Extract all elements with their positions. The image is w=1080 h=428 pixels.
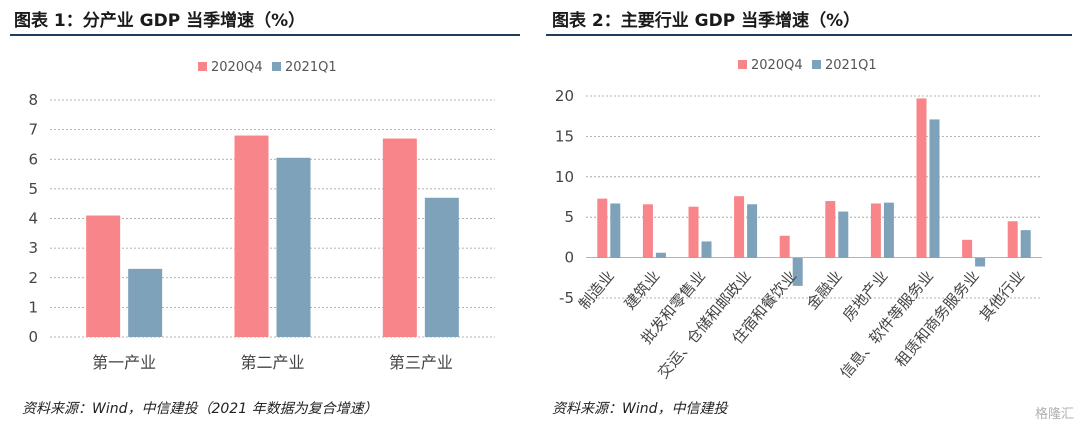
y-tick-label-1-8: 8 [28,91,38,109]
category-label-1-0: 第一产业 [92,353,156,372]
legend-label-1-1: 2021Q1 [285,60,337,75]
legend-label-1-0: 2020Q4 [211,60,263,75]
bar-1-0-0 [86,215,121,337]
legend-label-2-1: 2021Q1 [825,58,877,73]
legend-swatch-1-1 [272,62,281,71]
source-note-2: 资料来源：Wind，中信建投 [552,401,728,417]
y-tick-label-2-2: 5 [564,208,574,226]
source-note-1: 资料来源：Wind，中信建投（2021 年数据为复合增速） [22,401,378,417]
bar-2-7-1 [929,119,940,258]
bar-2-2-0 [688,206,699,258]
y-tick-label-2-4: 15 [555,127,574,145]
bar-1-1-1 [276,157,311,337]
y-tick-label-1-4: 4 [28,210,38,228]
bar-2-1-1 [655,252,666,258]
y-tick-label-2-5: 20 [555,87,574,105]
y-tick-label-1-7: 7 [28,121,38,139]
bar-2-9-1 [1020,230,1031,258]
legend-swatch-2-0 [738,60,747,69]
bar-2-2-1 [701,241,712,258]
bar-2-6-0 [870,203,881,258]
bar-1-1-0 [234,135,269,337]
title-rule-2 [546,34,1072,36]
bar-2-3-0 [734,196,745,258]
category-label-2-1: 建筑业 [621,267,664,313]
category-label-1-2: 第三产业 [389,353,453,372]
chart-svg-1: 0 1 2 3 4 5 6 7 8 2020Q4 2021Q1 第一产业 第二产业 第三产业 [28,60,495,372]
category-label-2-5: 金融业 [803,267,846,313]
bar-2-7-0 [916,98,927,258]
legend-swatch-1-0 [198,62,207,71]
chart-title-2: 图表 2：主要行业 GDP 当季增速（%） [552,11,861,31]
bar-2-8-0 [962,239,973,258]
bar-1-2-1 [424,197,459,337]
category-label-1-1: 第二产业 [240,353,304,372]
bar-2-0-1 [610,203,621,258]
legend-label-2-0: 2020Q4 [751,58,803,73]
bar-1-2-0 [382,138,417,337]
chart-title-1: 图表 1：分产业 GDP 当季增速（%） [14,11,306,31]
y-tick-label-1-6: 6 [28,150,38,168]
y-tick-label-1-2: 2 [28,269,38,287]
y-tick-label-1-0: 0 [28,328,38,346]
category-label-2-9: 其他行业 [976,267,1028,325]
y-tick-label-2-0: -5 [559,289,574,307]
bar-2-5-1 [838,211,849,258]
bar-2-9-0 [1007,221,1018,258]
watermark-logo: 格隆汇 [1034,407,1074,422]
bar-2-4-1 [792,257,803,286]
y-tick-label-2-3: 10 [555,168,574,186]
bar-2-8-1 [975,257,986,267]
title-rule-1 [10,34,520,36]
y-tick-label-1-1: 1 [28,298,38,316]
legend-swatch-2-1 [812,60,821,69]
category-label-2-8: 租赁和商务服务业 [892,267,983,371]
y-tick-label-2-1: 0 [564,249,574,267]
bar-2-6-1 [883,202,894,258]
bar-1-0-1 [128,268,163,337]
bar-2-3-1 [747,204,758,258]
y-tick-label-1-3: 3 [28,239,38,257]
bar-2-1-0 [642,204,653,258]
category-label-2-0: 制造业 [575,267,618,313]
bar-2-0-0 [597,198,608,258]
y-tick-label-1-5: 5 [28,180,38,198]
bar-2-5-0 [825,201,836,258]
bar-2-4-0 [779,235,790,258]
